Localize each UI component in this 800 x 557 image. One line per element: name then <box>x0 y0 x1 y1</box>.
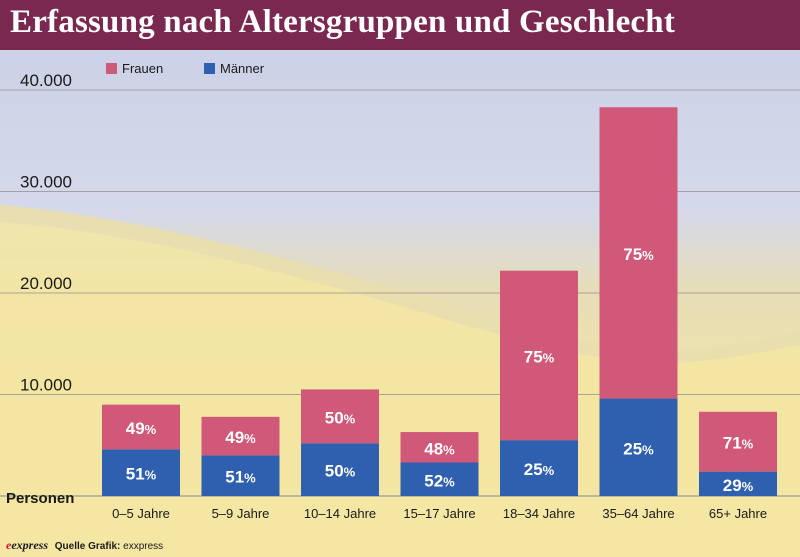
bar-percent-label: 75% <box>524 347 555 366</box>
bar-segment <box>301 443 379 496</box>
bar-segment <box>500 440 578 496</box>
bar-percent-label: 51% <box>225 468 256 487</box>
bar-segment <box>301 389 379 444</box>
source-value: exxpress <box>123 541 164 552</box>
y-tick-label: 20.000 <box>20 274 72 293</box>
bar-percent-label: 49% <box>225 428 256 447</box>
x-tick-label: 35–64 Jahre <box>602 506 674 521</box>
x-tick-label: 15–17 Jahre <box>403 506 475 521</box>
legend-label: Männer <box>220 61 265 76</box>
y-tick-label: 30.000 <box>20 173 72 192</box>
bar-segment <box>102 449 180 496</box>
bar-percent-label: 25% <box>524 460 555 479</box>
bar-percent-label: 50% <box>325 408 356 427</box>
y-tick-label: 40.000 <box>20 71 72 90</box>
x-tick-label: 10–14 Jahre <box>304 506 376 521</box>
bar-segment <box>201 416 280 456</box>
bar-percent-label: 51% <box>126 465 157 484</box>
bar-percent-label: 49% <box>126 419 157 438</box>
bar-segment <box>599 107 678 399</box>
bar-percent-label: 52% <box>424 471 455 490</box>
bar-segment <box>102 404 180 450</box>
title-bar: Erfassung nach Altersgruppen und Geschle… <box>0 0 800 50</box>
bar-percent-label: 50% <box>325 462 356 481</box>
bar-segment <box>699 411 777 472</box>
legend-label: Frauen <box>122 61 163 76</box>
footer: eexpress Quelle Grafik: exxpress <box>6 538 163 553</box>
bar-segment <box>500 270 578 441</box>
bar-percent-label: 48% <box>424 439 455 458</box>
bar-percent-label: 75% <box>623 245 654 264</box>
legend-swatch <box>106 63 117 74</box>
chart-title: Erfassung nach Altersgruppen und Geschle… <box>10 4 676 40</box>
bar-percent-label: 29% <box>723 476 754 495</box>
bar-segment <box>699 471 777 496</box>
legend: Frauen Männer <box>106 61 265 76</box>
bars: 51% 49% 51% 49% 50% 50% 52% 48% 25% 75% 25% 75% 29% 7… <box>102 107 777 496</box>
y-axis-ticks: 10.000 20.000 30.000 40.000 <box>20 71 72 395</box>
bar-segment <box>201 455 280 496</box>
bar-segment <box>400 432 479 463</box>
exxpress-logo: eexpress <box>6 538 48 552</box>
y-tick-label: 10.000 <box>20 376 72 395</box>
bar-segment <box>400 462 479 496</box>
x-axis-ticks: 0–5 Jahre 5–9 Jahre 10–14 Jahre 15–17 Jahre… <box>112 506 767 521</box>
bar-percent-label: 25% <box>623 439 654 458</box>
x-tick-label: 0–5 Jahre <box>112 506 170 521</box>
bar-percent-label: 71% <box>723 434 754 453</box>
x-tick-label: 65+ Jahre <box>709 506 767 521</box>
x-tick-label: 5–9 Jahre <box>212 506 270 521</box>
y-axis-label: Personen <box>6 490 74 507</box>
bar-segment <box>599 398 678 496</box>
legend-swatch <box>204 63 215 74</box>
source-label: Quelle Grafik: <box>54 541 121 552</box>
x-tick-label: 18–34 Jahre <box>503 506 575 521</box>
logo-text: express <box>11 538 48 552</box>
